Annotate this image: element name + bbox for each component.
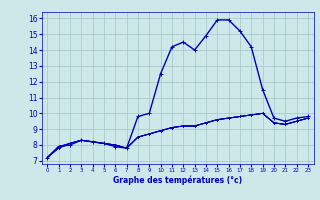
X-axis label: Graphe des températures (°c): Graphe des températures (°c) xyxy=(113,176,242,185)
